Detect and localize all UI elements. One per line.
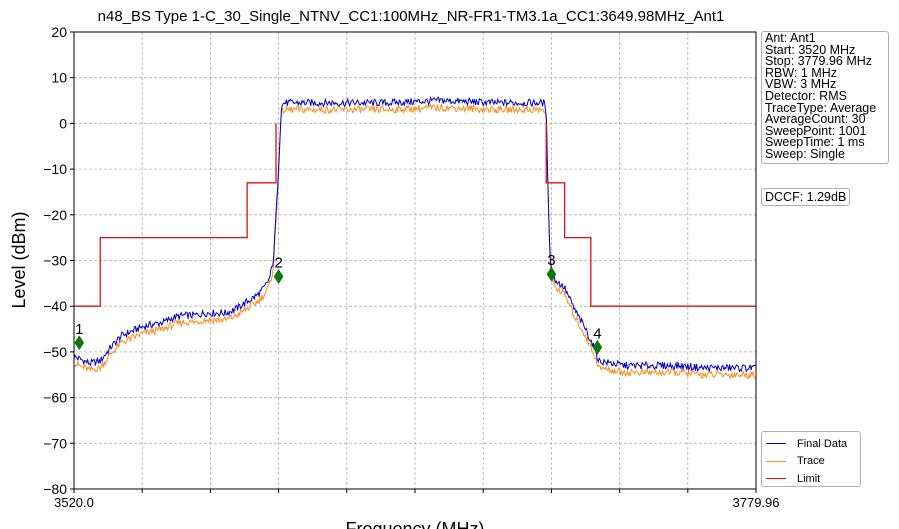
info-line-antenna: Ant: Ant1 xyxy=(765,31,816,45)
info-line-rbw: RBW: 1 MHz xyxy=(765,65,837,80)
marker-diamond xyxy=(546,266,557,282)
grid-lines xyxy=(74,32,756,489)
marker-diamond xyxy=(273,269,284,284)
marker-layer: 1 2 3 4 xyxy=(74,252,603,355)
y-tick-label: −10 xyxy=(43,161,67,177)
legend-label: Trace xyxy=(797,455,825,468)
info-line-sweep-time: SweepTime: 1 ms xyxy=(765,135,865,150)
x-axis-label: Frequency (MHz) xyxy=(345,519,484,529)
y-axis-label: Level (dBm) xyxy=(9,211,29,308)
y-tick-label: −30 xyxy=(43,253,67,269)
info-line-average-count: AverageCount: 30 xyxy=(765,112,866,127)
info-line-vbw: VBW: 3 MHz xyxy=(765,77,837,92)
info-line-sweep: Sweep: Single xyxy=(765,146,845,161)
legend-swatch xyxy=(766,460,786,462)
info-line-sweep-point: SweepPoint: 1001 xyxy=(765,123,867,138)
legend-label: Limit xyxy=(797,472,821,485)
y-tick-label: −20 xyxy=(43,207,67,223)
legend-swatch xyxy=(766,443,786,445)
legend-item-trace: Trace xyxy=(766,453,860,471)
x-tick-label: 3520.0 xyxy=(54,495,94,510)
y-tick-label: 20 xyxy=(51,24,67,40)
y-tick-label: 0 xyxy=(59,115,67,131)
y-tick-label: 10 xyxy=(51,70,67,86)
legend: Final Data Trace Limit xyxy=(761,431,861,487)
series-trace-line xyxy=(73,102,757,380)
info-line-start: Start: 3520 MHz xyxy=(765,42,856,57)
y-tick-label: −40 xyxy=(43,298,67,314)
y-tick-label: −60 xyxy=(43,390,67,406)
info-line-detector: Detector: RMS xyxy=(765,88,847,103)
series-final-data-line xyxy=(73,95,757,373)
chart-title: n48_BS Type 1-C_30_Single_NTNV_CC1:100MH… xyxy=(98,8,725,25)
y-tick-label: −70 xyxy=(43,435,67,451)
marker-label: 4 xyxy=(593,325,601,342)
legend-item-limit: Limit xyxy=(766,470,860,488)
legend-label: Final Data xyxy=(797,437,848,450)
info-line-trace-type: TraceType: Average xyxy=(765,100,877,115)
measurement-info-box: Ant: Ant1 Start: 3520 MHz Stop: 3779.96 … xyxy=(761,31,889,164)
marker-label: 3 xyxy=(547,252,555,269)
x-tick-label: 3779.96 xyxy=(733,495,780,510)
marker-diamond xyxy=(74,335,85,351)
y-tick-label: −50 xyxy=(43,344,67,360)
info-line-stop: Stop: 3779.96 MHz xyxy=(765,54,873,69)
legend-swatch xyxy=(766,478,786,480)
dccf-box: DCCF: 1.29dB xyxy=(761,188,851,206)
legend-item-final-data: Final Data xyxy=(766,435,860,453)
marker-label: 2 xyxy=(274,254,282,271)
marker-diamond xyxy=(592,339,603,355)
marker-label: 1 xyxy=(75,321,83,338)
series-layer xyxy=(73,95,757,380)
series-limit-line xyxy=(74,123,756,307)
y-tick-label: −80 xyxy=(43,481,67,497)
